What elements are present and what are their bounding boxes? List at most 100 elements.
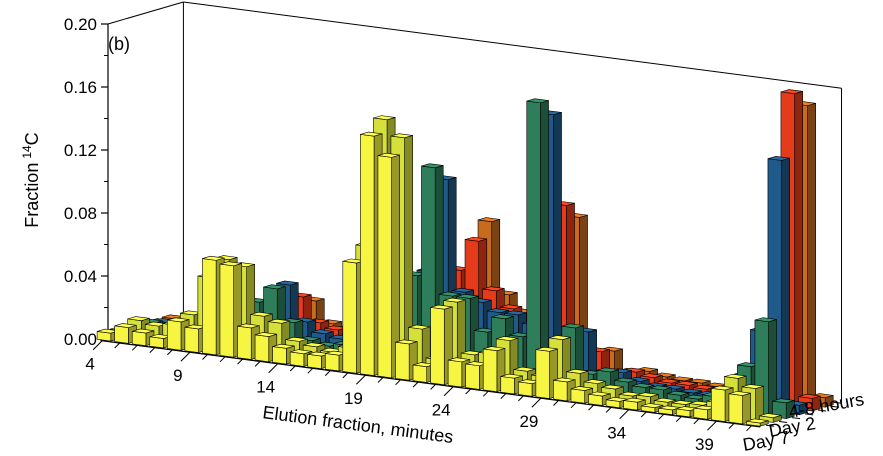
x-minor-tick bbox=[324, 370, 331, 376]
bar-top-face bbox=[443, 297, 466, 303]
x-minor-tick bbox=[553, 400, 559, 406]
y-axis-label: Fraction 14C bbox=[20, 132, 42, 227]
bar-top-face bbox=[430, 304, 453, 310]
bar-top-face bbox=[675, 380, 698, 386]
bar-top-face bbox=[772, 398, 795, 404]
x-tick-label: 29 bbox=[519, 412, 538, 431]
bar-top-face bbox=[272, 343, 295, 349]
bar-top-face bbox=[548, 335, 571, 340]
bar-side-face bbox=[540, 100, 549, 387]
y-tick-label: 0.00 bbox=[64, 330, 97, 349]
bar-front-face bbox=[307, 353, 322, 370]
bar-top-face bbox=[767, 156, 790, 161]
bar-top-face bbox=[535, 346, 558, 352]
bar-top-face bbox=[263, 284, 286, 290]
bar-top-face bbox=[561, 323, 584, 329]
x-minor-tick bbox=[131, 344, 138, 351]
bar-top-face bbox=[759, 413, 782, 418]
bar-top-face bbox=[464, 236, 487, 242]
x-minor-tick bbox=[254, 361, 261, 367]
x-tick-mark bbox=[180, 351, 191, 362]
bar-top-face bbox=[496, 336, 519, 341]
frame-top-back-edge bbox=[183, 1, 842, 89]
bar-top-face bbox=[114, 323, 137, 328]
bar-top-face bbox=[500, 304, 522, 310]
bar-top-face bbox=[526, 98, 549, 104]
bar-series bbox=[96, 131, 769, 427]
x-tick-label: 24 bbox=[432, 401, 451, 420]
bar bbox=[526, 98, 549, 387]
bar bbox=[219, 261, 243, 358]
x-minor-tick bbox=[219, 356, 226, 363]
bar-top-face bbox=[622, 367, 645, 373]
x-minor-tick bbox=[482, 390, 489, 397]
depth-tick-mark bbox=[818, 409, 827, 412]
bar-top-face bbox=[780, 89, 803, 94]
bar-top-face bbox=[290, 349, 313, 355]
bar-top-face bbox=[600, 346, 623, 352]
depth-tick-mark bbox=[779, 420, 788, 423]
bar-front-face bbox=[518, 381, 533, 397]
bar-front-face bbox=[500, 376, 515, 395]
bar-top-face bbox=[298, 336, 321, 342]
x-tick-label: 34 bbox=[607, 424, 626, 443]
bar-top-face bbox=[588, 391, 611, 397]
bar-top-face bbox=[276, 280, 299, 286]
bar-front-face bbox=[184, 326, 199, 353]
bar-front-face bbox=[482, 348, 498, 393]
bar-top-face bbox=[237, 323, 260, 329]
x-minor-tick bbox=[237, 358, 243, 365]
bar-front-face bbox=[711, 387, 726, 422]
x-minor-tick bbox=[202, 354, 208, 360]
depth-tick-mark bbox=[766, 424, 775, 427]
x-tick-mark bbox=[707, 420, 717, 431]
bar bbox=[377, 152, 400, 379]
y-tick-label: 0.20 bbox=[64, 15, 97, 34]
bar-front-face bbox=[395, 341, 410, 381]
bar-top-face bbox=[456, 293, 479, 299]
bar-top-face bbox=[477, 217, 500, 223]
x-tick-label: 4 bbox=[85, 355, 94, 374]
x-minor-tick bbox=[605, 407, 612, 413]
bar-top-face bbox=[250, 311, 273, 317]
bar-top-face bbox=[741, 384, 764, 389]
x-minor-tick bbox=[307, 367, 314, 374]
x-minor-tick bbox=[430, 384, 436, 390]
bar-top-face bbox=[570, 386, 593, 391]
bar-top-face bbox=[438, 291, 461, 297]
bar-top-face bbox=[303, 342, 326, 348]
bar bbox=[728, 391, 751, 425]
y-tick-label: 0.08 bbox=[64, 204, 97, 223]
x-tick-mark bbox=[356, 374, 366, 385]
x-tick-mark bbox=[268, 363, 279, 374]
bar-top-face bbox=[500, 373, 523, 379]
bar-front-face bbox=[430, 307, 445, 386]
bar bbox=[746, 418, 769, 427]
bar-top-face bbox=[254, 332, 277, 337]
x-tick-label: 14 bbox=[256, 378, 275, 397]
x-minor-tick bbox=[746, 425, 752, 432]
y-axis: 0.00 0.04 0.08 0.12 0.16 0.20 bbox=[64, 15, 109, 349]
bar-top-face bbox=[482, 286, 505, 292]
bar-front-face bbox=[114, 325, 129, 344]
x-minor-tick bbox=[395, 379, 401, 386]
bar-front-face bbox=[465, 363, 480, 390]
bar-top-face bbox=[623, 397, 646, 403]
bar-top-face bbox=[373, 115, 396, 121]
x-minor-tick bbox=[377, 377, 384, 383]
bar-top-face bbox=[641, 403, 664, 408]
bar-front-face bbox=[526, 100, 541, 387]
bar-front-face bbox=[535, 349, 550, 399]
bar-top-face bbox=[390, 133, 413, 139]
y-tick-label: 0.04 bbox=[64, 267, 97, 286]
bar-front-face bbox=[324, 353, 340, 372]
bar-top-face bbox=[448, 357, 470, 363]
bar-top-face bbox=[649, 385, 672, 391]
bar bbox=[570, 386, 594, 404]
bar-top-face bbox=[640, 373, 663, 378]
bar-top-face bbox=[746, 418, 769, 424]
bar-top-face bbox=[601, 384, 624, 390]
bar-top-face bbox=[566, 368, 589, 374]
x-tick-mark bbox=[443, 386, 454, 397]
